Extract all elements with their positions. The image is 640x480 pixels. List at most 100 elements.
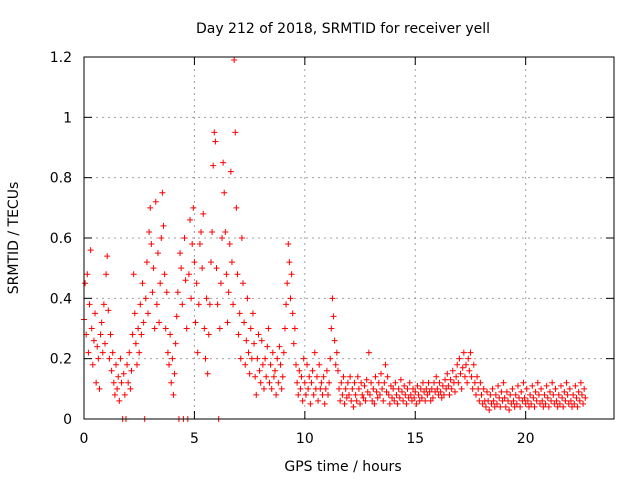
data-point [331,337,338,344]
data-point [374,394,381,401]
data-point [258,337,265,344]
data-point [485,397,492,404]
data-point [513,400,520,407]
data-point [146,228,153,235]
data-point [226,241,233,248]
data-point [246,370,253,377]
data-point [523,385,530,392]
data-point [89,361,96,368]
data-point [291,325,298,332]
data-point [487,391,494,398]
data-point [223,271,230,278]
data-point [310,391,317,398]
data-point [505,397,511,404]
data-point [434,385,441,392]
data-point [484,388,491,395]
data-point [190,204,197,211]
data-point [562,397,569,404]
data-point [469,385,476,392]
data-point [254,355,261,362]
data-point [231,57,238,64]
data-point [270,373,277,380]
data-point [238,235,245,241]
data-point [500,379,507,386]
data-point [164,349,171,356]
data-point [255,331,262,338]
data-point [446,391,453,398]
data-point [429,394,436,401]
data-point [577,379,584,386]
data-point [316,361,323,368]
data-point [280,349,287,356]
data-point [193,280,200,287]
data-point [517,403,524,410]
data-point [334,367,341,374]
data-point [432,388,439,395]
data-point [298,373,305,380]
data-point [416,397,423,404]
data-point [355,385,362,392]
data-point [549,379,556,386]
data-point [240,280,246,287]
data-point [548,397,555,404]
data-point [537,400,544,407]
data-point [106,355,113,362]
data-point [320,373,327,380]
data-point [463,361,470,368]
data-point [317,385,324,392]
data-point [490,397,497,404]
data-point [214,301,221,308]
data-point [435,391,442,398]
data-point [556,400,563,407]
data-point [433,373,440,380]
data-point [84,271,91,278]
data-point [578,391,585,398]
data-point [405,394,412,401]
data-point [168,379,175,386]
data-point [97,331,104,338]
data-point [466,367,473,374]
data-point [194,349,201,356]
data-point [344,379,351,386]
data-point [135,325,142,332]
data-point [252,373,259,380]
data-point [436,379,443,386]
data-point [260,385,267,392]
data-point [379,385,386,392]
data-point [212,138,219,145]
data-point [426,388,433,395]
data-point [561,388,568,395]
data-point [539,397,546,404]
data-point [118,379,125,386]
data-point [464,379,471,386]
data-point [358,379,365,386]
data-point [274,355,281,362]
data-point [511,403,518,410]
data-point [565,400,572,407]
data-point [346,391,352,398]
data-point [182,277,189,284]
data-point [307,400,314,407]
data-point [107,331,114,338]
data-point [295,391,302,398]
data-point [447,376,454,383]
data-point [566,385,573,392]
data-point [173,313,180,320]
data-point [297,385,304,392]
data-point [380,397,387,404]
data-point [284,280,291,287]
data-point [400,397,407,404]
data-point [99,349,106,356]
axis-ticks: 0 0.2 0.4 0.6 0.8 1 1.2 0 5 10 15 20 [50,50,614,447]
data-point [328,325,335,332]
x-axis-label: GPS time / hours [284,459,401,475]
data-point [245,349,252,356]
plot-frame [83,56,615,420]
data-point [339,391,346,398]
data-point [309,367,316,374]
data-point [206,301,213,308]
data-point [364,388,371,395]
data-point [183,325,190,332]
data-point [304,361,311,368]
data-point [332,361,339,368]
